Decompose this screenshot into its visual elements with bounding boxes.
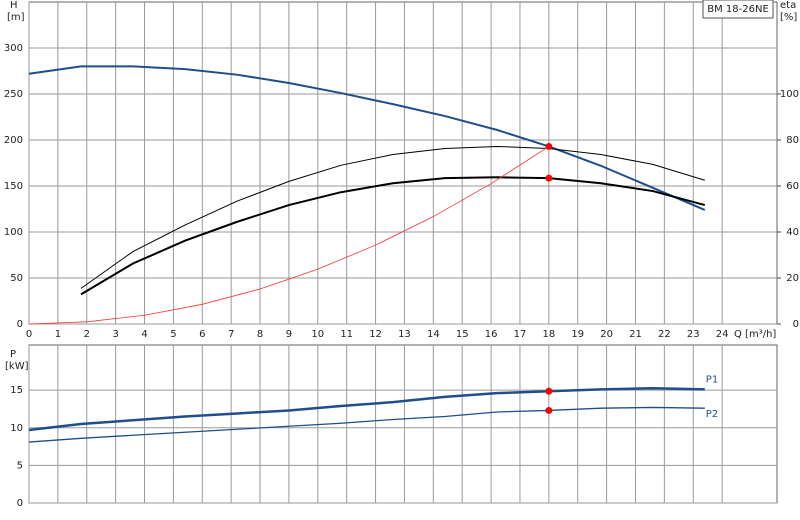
x-tick-label: 2 xyxy=(84,329,90,340)
x-tick-label: 20 xyxy=(600,329,613,340)
curve xyxy=(80,145,705,289)
duty-point xyxy=(545,142,553,150)
x-tick-label: 23 xyxy=(687,329,700,340)
y-tick-label: 300 xyxy=(4,43,23,54)
x-tick-label: 9 xyxy=(286,329,292,340)
x-tick-label: 18 xyxy=(542,329,555,340)
duty-point xyxy=(545,174,553,182)
x-label: Q [m³/h] xyxy=(734,329,776,340)
x-tick-label: 19 xyxy=(571,329,584,340)
x-tick-label: 5 xyxy=(170,329,176,340)
y-tick-label: 0 xyxy=(17,498,23,509)
y-label: P xyxy=(10,349,16,360)
y-tick-label: 250 xyxy=(4,89,23,100)
y-label: H xyxy=(10,0,18,11)
curve xyxy=(28,146,550,325)
x-tick-label: 16 xyxy=(485,329,498,340)
x-tick-label: 17 xyxy=(514,329,527,340)
x-tick-label: 11 xyxy=(340,329,353,340)
y-tick-label: 0 xyxy=(17,319,23,330)
curve xyxy=(80,176,706,296)
curve xyxy=(28,387,705,432)
y2-label: eta xyxy=(780,0,796,11)
duty-point xyxy=(545,406,553,414)
x-tick-label: 7 xyxy=(228,329,234,340)
title-box xyxy=(702,0,774,19)
x-tick-label: 12 xyxy=(369,329,382,340)
x-tick-label: 10 xyxy=(311,329,324,340)
x-tick-label: 4 xyxy=(141,329,147,340)
x-tick-label: 15 xyxy=(456,329,469,340)
y-tick-label: 10 xyxy=(10,423,23,434)
series-label: P1 xyxy=(706,374,718,385)
y-tick-label: 5 xyxy=(17,460,23,471)
series-label: P2 xyxy=(706,409,718,420)
curve xyxy=(28,406,705,443)
y2-unit: [%] xyxy=(780,12,797,23)
x-tick-label: 3 xyxy=(112,329,118,340)
x-tick-label: 21 xyxy=(629,329,642,340)
y-tick-label: 50 xyxy=(10,273,23,284)
y2-tick-label: 60 xyxy=(786,181,799,192)
y-tick-label: 100 xyxy=(4,227,23,238)
y2-tick-label: 20 xyxy=(786,273,799,284)
y2-tick-label: 80 xyxy=(786,135,799,146)
curve xyxy=(28,65,706,211)
y-tick-label: 200 xyxy=(4,135,23,146)
y2-tick-label: 40 xyxy=(786,227,799,238)
duty-point xyxy=(545,387,553,395)
x-tick-label: 1 xyxy=(55,329,61,340)
y2-tick-label: 100 xyxy=(780,89,799,100)
y2-tick-label: 0 xyxy=(793,319,799,330)
plot-area xyxy=(28,1,778,325)
y-tick-label: 15 xyxy=(10,385,23,396)
x-tick-label: 0 xyxy=(26,329,32,340)
x-tick-label: 14 xyxy=(427,329,440,340)
x-tick-label: 6 xyxy=(199,329,205,340)
x-tick-label: 24 xyxy=(716,329,729,340)
y-unit: [kW] xyxy=(5,361,29,372)
y-tick-label: 150 xyxy=(4,181,23,192)
x-tick-label: 13 xyxy=(398,329,411,340)
y-unit: [m] xyxy=(7,12,25,23)
x-tick-label: 8 xyxy=(257,329,263,340)
x-tick-label: 22 xyxy=(658,329,671,340)
chart-title: BM 18-26NE xyxy=(707,4,769,15)
